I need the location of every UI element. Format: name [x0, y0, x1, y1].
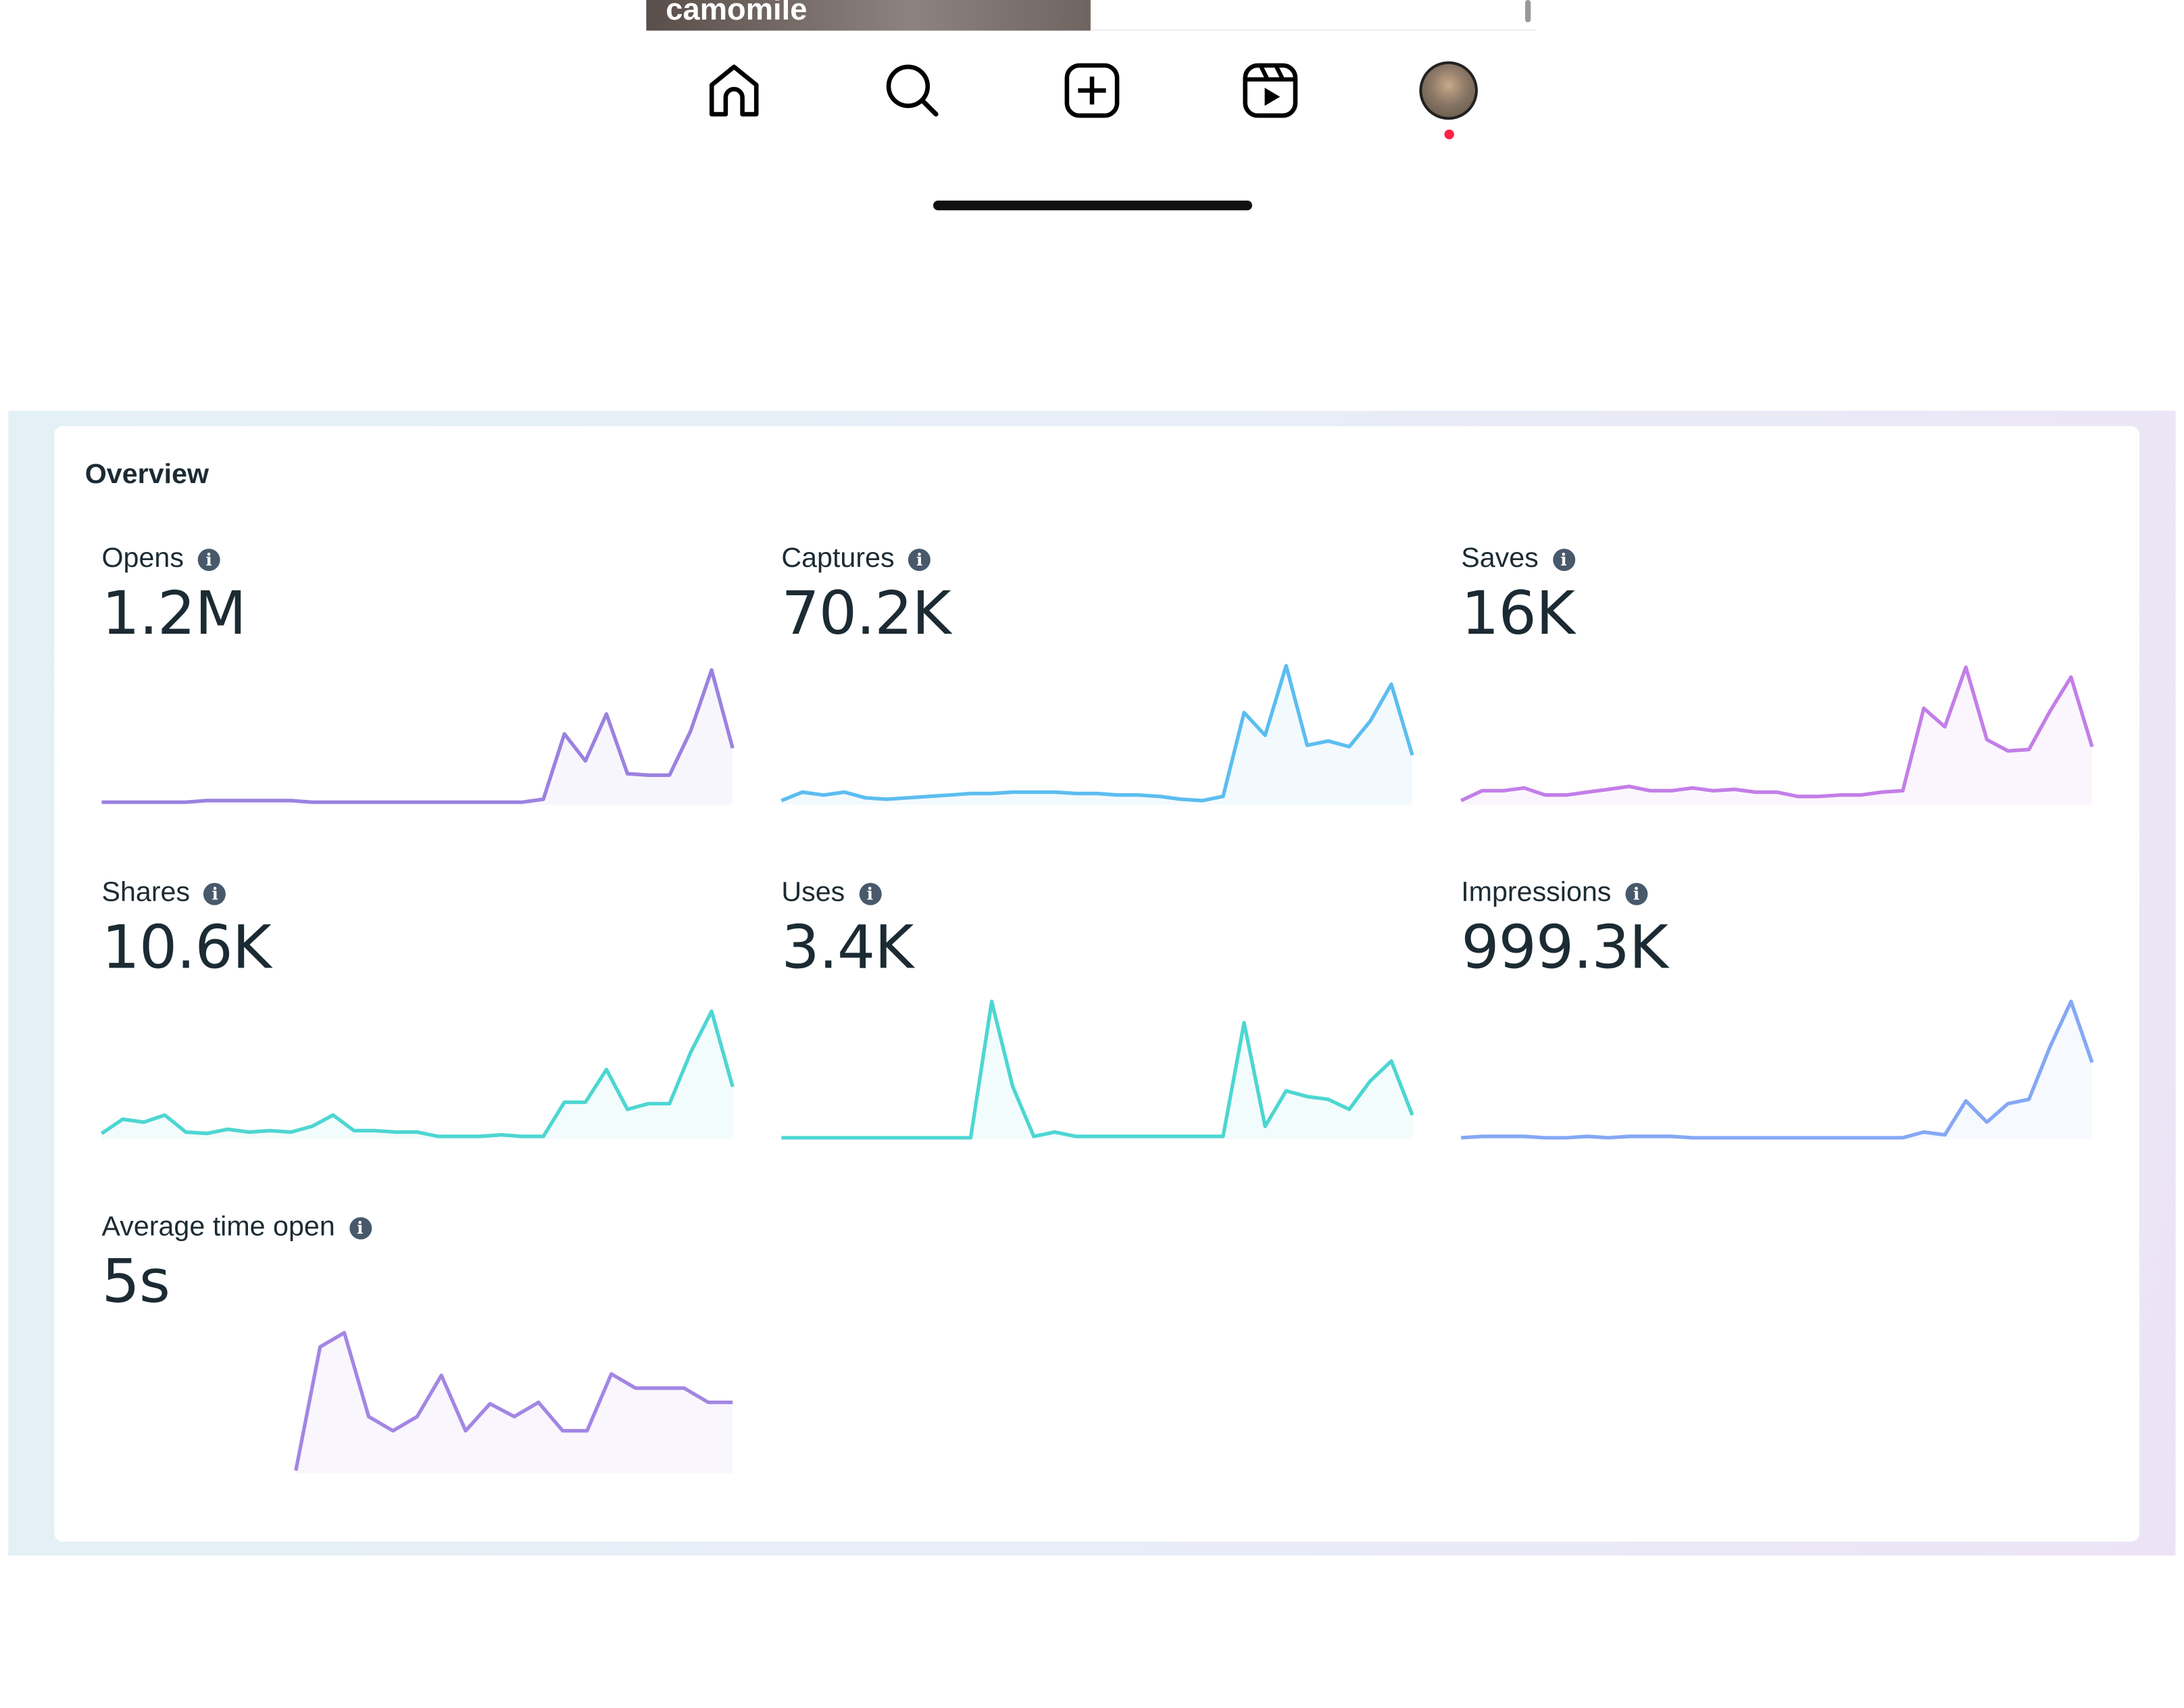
metric-label-row: Saves i: [1461, 543, 1575, 575]
home-indicator: [933, 200, 1253, 211]
sparkline-chart: [781, 999, 1414, 1140]
sparkline-line: [1460, 665, 2094, 803]
reels-icon: [1243, 63, 1298, 118]
overview-card: [54, 426, 2140, 1542]
sparkline-chart: [1460, 665, 2094, 805]
info-icon[interactable]: i: [203, 882, 226, 905]
notification-dot: [1444, 129, 1454, 140]
search-icon: [886, 64, 939, 117]
sparkline-chart: [294, 1330, 733, 1474]
info-icon[interactable]: i: [858, 882, 881, 905]
metric-captures: Captures i 70.2K: [780, 543, 1422, 849]
sparkline-line: [780, 663, 1414, 803]
info-icon[interactable]: i: [349, 1216, 372, 1239]
metric-label-row: Opens i: [101, 543, 220, 575]
sparkline-line: [294, 1330, 733, 1472]
metric-value: 3.4K: [781, 913, 914, 984]
sparkline-line: [1461, 999, 2094, 1140]
sparkline-line: [101, 668, 735, 804]
reels-button[interactable]: [1237, 55, 1304, 125]
metric-value: 5s: [101, 1247, 170, 1317]
metric-label: Uses: [781, 877, 845, 908]
metric-label: Average time open: [101, 1211, 335, 1242]
profile-avatar: [1419, 61, 1478, 120]
sparkline-chart: [101, 668, 735, 805]
sparkline-area: [101, 1011, 733, 1140]
sparkline-area: [781, 665, 1413, 805]
info-icon[interactable]: i: [197, 548, 220, 571]
metric-label-row: Uses i: [781, 878, 881, 909]
metric-uses: Uses i 3.4K: [781, 878, 1422, 1184]
metric-average-time-open: Average time open i 5s: [101, 1211, 742, 1517]
metric-value: 70.2K: [781, 579, 951, 649]
metric-label-row: Average time open i: [101, 1211, 372, 1243]
home-button[interactable]: [701, 55, 768, 125]
sparkline-line: [100, 1009, 735, 1138]
metric-shares: Shares i 10.6K: [100, 878, 742, 1184]
info-icon[interactable]: i: [1552, 548, 1575, 571]
home-icon: [709, 64, 759, 117]
sparkline-chart: [780, 663, 1414, 805]
metric-impressions: Impressions i 999.3K: [1461, 878, 2102, 1184]
metric-value: 16K: [1461, 579, 1575, 649]
thumbnail-row: [1090, 0, 1537, 31]
sparkline-area: [781, 1001, 1413, 1140]
metric-label: Captures: [781, 543, 895, 574]
reel-thumbnail[interactable]: camomile: [646, 0, 1091, 31]
metric-label: Saves: [1461, 543, 1539, 574]
info-icon[interactable]: i: [1625, 882, 1648, 905]
create-button[interactable]: [1059, 55, 1126, 125]
sparkline-chart: [1461, 999, 2094, 1140]
sparkline-area: [295, 1332, 733, 1474]
metric-label-row: Captures i: [781, 543, 931, 575]
metric-label: Opens: [101, 543, 184, 574]
metric-label: Impressions: [1461, 877, 1612, 908]
info-icon[interactable]: i: [908, 548, 931, 571]
metric-value: 1.2M: [101, 579, 246, 649]
metric-label-row: Shares i: [101, 878, 226, 909]
scrollbar[interactable]: [1525, 0, 1531, 22]
metric-saves: Saves i 16K: [1460, 543, 2102, 849]
sparkline-area: [1461, 1001, 2092, 1140]
search-button[interactable]: [879, 55, 946, 125]
metric-opens: Opens i 1.2M: [101, 543, 742, 849]
sparkline-line: [781, 999, 1414, 1140]
metric-value: 999.3K: [1461, 913, 1668, 984]
thumbnail-caption: camomile: [666, 0, 808, 27]
profile-button[interactable]: [1415, 55, 1482, 125]
metric-label-row: Impressions i: [1461, 877, 1648, 909]
overview-title: Overview: [84, 459, 209, 491]
sparkline-chart: [100, 1009, 735, 1140]
sparkline-area: [101, 670, 733, 805]
sparkline-area: [1461, 667, 2092, 805]
create-icon: [1064, 63, 1120, 118]
metric-label: Shares: [101, 877, 191, 908]
metric-value: 10.6K: [101, 913, 271, 984]
